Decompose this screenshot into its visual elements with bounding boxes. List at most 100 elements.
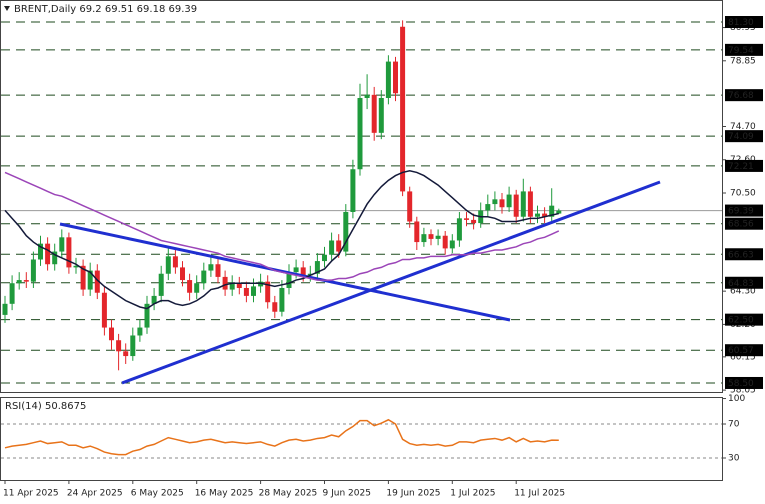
- candle-body: [513, 194, 519, 217]
- candle-body: [101, 292, 107, 328]
- level-label: 64.83: [728, 279, 754, 289]
- candle-body: [38, 243, 43, 260]
- candle-body: [30, 259, 36, 282]
- x-tick-label: 19 Jun 2025: [386, 489, 440, 499]
- candle-body: [378, 98, 384, 133]
- x-tick-label: 9 Jun 2025: [323, 489, 371, 499]
- level-label: 72.21: [728, 162, 754, 172]
- candle-body: [180, 267, 185, 281]
- menu-icon[interactable]: [4, 6, 10, 11]
- candle-body: [556, 210, 562, 214]
- close: 69.39: [169, 4, 198, 15]
- candle-body: [471, 219, 477, 224]
- candle-body: [421, 234, 427, 243]
- candle-body: [322, 254, 327, 262]
- level-label: 68.56: [728, 220, 754, 230]
- candle-body: [527, 191, 533, 217]
- candles: [2, 20, 562, 371]
- trendline: [121, 180, 661, 385]
- candle-body: [272, 302, 278, 312]
- rsi-line: [4, 418, 559, 456]
- chart-header: BRENT,Daily 69.2 69.51 69.18 69.39: [14, 4, 197, 15]
- symbol: BRENT,Daily: [14, 4, 76, 15]
- level-tag: [725, 89, 763, 102]
- x-tick-label: 16 May 2025: [195, 489, 254, 499]
- candle-body: [364, 94, 370, 98]
- y-tick-label: 58.05: [730, 386, 756, 396]
- level-tag: [725, 276, 763, 289]
- level-tag: [725, 376, 763, 389]
- y-tick-label: 60.15: [730, 352, 756, 362]
- candle-body: [16, 280, 22, 284]
- level-label: 74.09: [728, 132, 754, 142]
- level-label: 58.50: [728, 379, 754, 389]
- level-label: 81.30: [728, 18, 754, 28]
- candle-body: [94, 270, 100, 293]
- rsi-tick-label: 30: [728, 453, 740, 463]
- high: 69.51: [105, 4, 134, 15]
- candle-body: [414, 221, 420, 243]
- candle-body: [9, 283, 15, 304]
- price-label: 69.39: [728, 207, 754, 217]
- candle-body: [187, 280, 193, 293]
- level-label: 62.50: [728, 316, 754, 326]
- candle-body: [158, 273, 164, 296]
- candle-body: [123, 351, 129, 357]
- candle-body: [73, 265, 79, 268]
- candle-body: [130, 335, 136, 357]
- x-tick-label: 11 Jul 2025: [514, 489, 565, 499]
- level-tag: [725, 248, 763, 261]
- y-tick-label: 64.30: [730, 287, 756, 297]
- candle-body: [357, 98, 363, 170]
- rsi-panel: [0, 397, 723, 481]
- candle-body: [144, 303, 150, 328]
- x-tick-label: 11 Apr 2025: [3, 489, 59, 499]
- candle-body: [236, 283, 242, 288]
- level-tag: [725, 130, 763, 143]
- candle-body: [265, 281, 271, 303]
- level-tag: [725, 16, 763, 29]
- candle-body: [343, 211, 349, 252]
- candle-body: [222, 276, 228, 290]
- y-tick-label: 78.85: [730, 56, 756, 66]
- candle-body: [258, 281, 264, 287]
- candle-body: [45, 243, 51, 265]
- candle-body: [542, 213, 548, 217]
- candle-body: [371, 94, 377, 133]
- candle-body: [194, 283, 200, 293]
- low: 69.18: [137, 4, 166, 15]
- candle-body: [151, 295, 157, 304]
- candle-body: [59, 237, 65, 252]
- candle-body: [172, 256, 178, 268]
- y-tick-label: 80.95: [730, 23, 756, 33]
- x-tick-label: 28 May 2025: [259, 489, 318, 499]
- candle-body: [485, 204, 491, 211]
- level-tag: [725, 313, 763, 326]
- candle-body: [80, 265, 86, 290]
- x-tick-label: 24 Apr 2025: [67, 489, 123, 499]
- candle-body: [407, 191, 413, 222]
- candle-body: [116, 340, 122, 352]
- level-tag: [725, 217, 763, 230]
- candle-body: [87, 270, 93, 290]
- level-label: 66.63: [728, 250, 754, 260]
- candle-body: [286, 272, 292, 288]
- rsi-value: 50.8675: [45, 401, 86, 412]
- candle-body: [329, 240, 335, 255]
- level-tag: [725, 344, 763, 357]
- candle-body: [293, 267, 299, 273]
- candle-body: [549, 205, 555, 217]
- level-label: 76.68: [728, 91, 754, 101]
- level-tag: [725, 159, 763, 172]
- candle-body: [279, 287, 285, 312]
- candle-body: [393, 61, 398, 94]
- candle-body: [243, 287, 249, 296]
- level-label: 60.57: [728, 346, 754, 356]
- candle-body: [137, 327, 143, 336]
- candle-body: [350, 169, 356, 212]
- rsi-header: RSI(14) 50.8675: [5, 401, 86, 412]
- open: 69.2: [79, 4, 101, 15]
- candle-body: [400, 26, 406, 192]
- candle-body: [336, 240, 342, 252]
- candle-body: [464, 218, 469, 220]
